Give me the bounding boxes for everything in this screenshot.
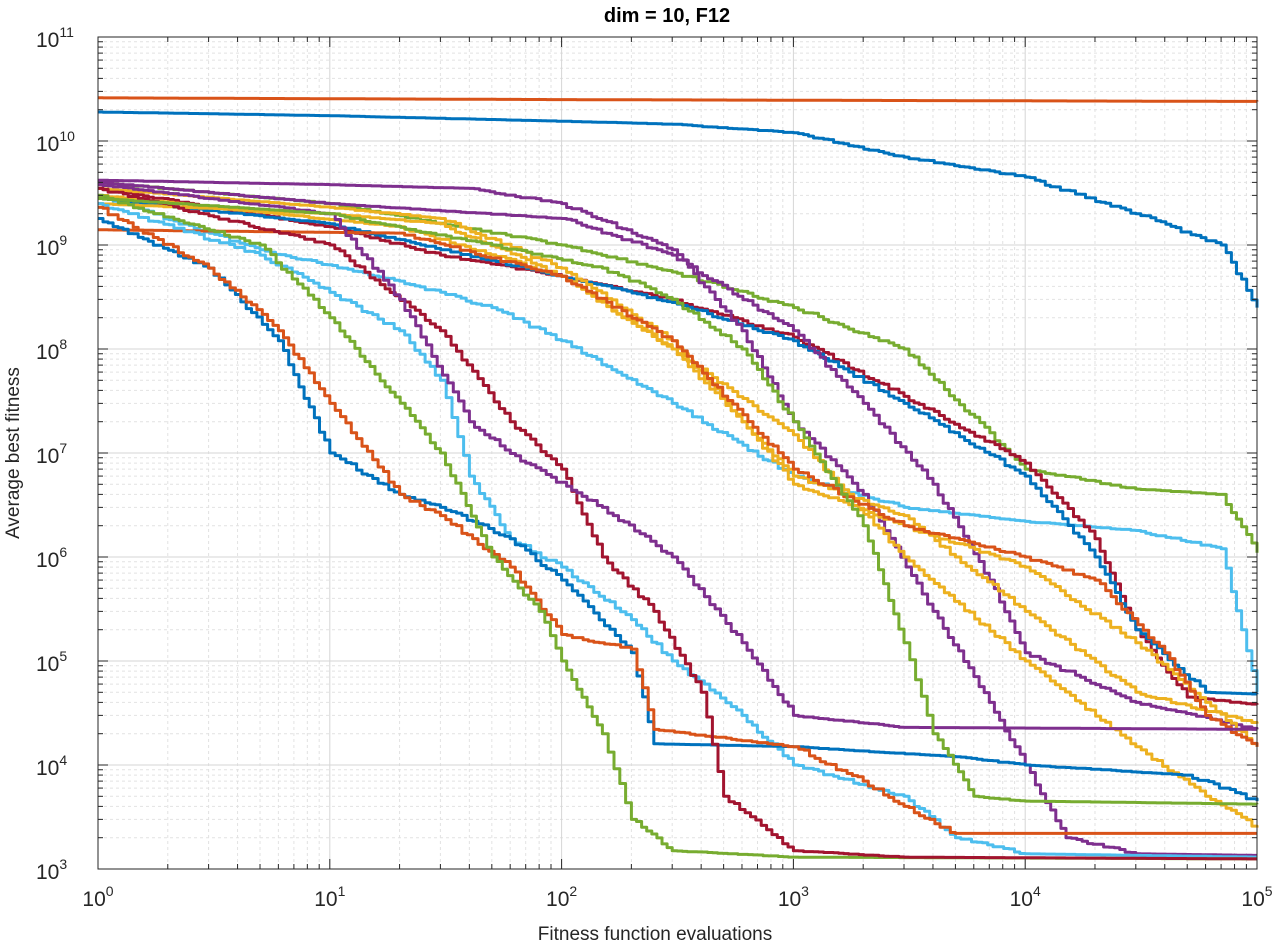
- series-line-green-1: [98, 180, 1259, 553]
- y-tick-label: 107: [36, 440, 67, 468]
- series-line-orange-top: [98, 96, 1259, 103]
- y-tick-label: 109: [36, 232, 67, 260]
- x-tick-label: 100: [82, 883, 113, 911]
- y-tick-label: 104: [36, 752, 67, 780]
- x-tick-label: 105: [1241, 883, 1272, 911]
- x-axis-label: Fitness function evaluations: [538, 924, 772, 945]
- y-tick-label: 108: [36, 336, 67, 364]
- chart-title: dim = 10, F12: [604, 5, 730, 27]
- series-line-blue-top: [98, 110, 1259, 308]
- series-line-yellow-1: [98, 186, 1259, 724]
- series-line-darkred-1: [98, 186, 1259, 706]
- x-tick-label: 102: [546, 883, 577, 911]
- series-line-cyan-2: [98, 202, 1257, 859]
- series-line-green-3: [98, 197, 1259, 806]
- series-line-blue-2: [98, 197, 1259, 696]
- x-tick-labels: 100 101 102 103 104 105: [82, 883, 1272, 911]
- x-tick-label: 104: [1010, 883, 1041, 911]
- series-line-orange-2: [98, 205, 1257, 835]
- series-line-cyan-1: [98, 193, 1259, 693]
- y-tick-label: 106: [36, 544, 67, 572]
- series-line-purple-1: [98, 178, 1257, 857]
- series-line-blue-3: [98, 217, 1259, 802]
- y-tick-label: 1010: [36, 128, 75, 156]
- y-tick-label: 105: [36, 648, 67, 676]
- y-tick-labels: 103 104 105 106 107 108 109 1010 1011: [36, 24, 75, 884]
- series-line-darkred-2: [98, 186, 1257, 861]
- series-line-orange-1: [98, 228, 1259, 747]
- series-line-purple-3: [98, 183, 1257, 731]
- y-tick-label: 1011: [36, 24, 74, 52]
- x-tick-label: 103: [778, 883, 809, 911]
- series-layer: [98, 96, 1259, 861]
- x-tick-label: 101: [314, 883, 345, 911]
- series-line-purple-2: [98, 180, 1259, 730]
- axis-tick-marks: [97, 36, 1258, 870]
- y-axis-label: Average best fitness: [3, 367, 24, 539]
- y-tick-label: 103: [36, 856, 67, 884]
